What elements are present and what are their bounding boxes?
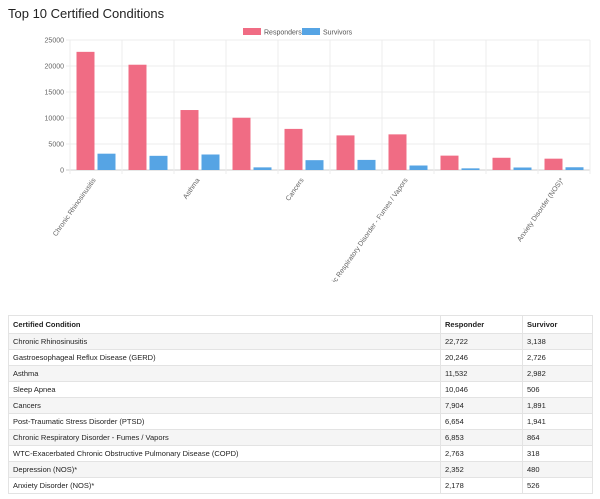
responders-bar[interactable]	[232, 117, 251, 170]
condition-cell: Depression (NOS)*	[8, 461, 441, 478]
header-responder: Responder	[440, 315, 523, 334]
survivor-cell: 864	[522, 429, 593, 446]
responders-bar[interactable]	[76, 51, 95, 171]
survivors-bar[interactable]	[201, 154, 220, 170]
survivors-bar[interactable]	[305, 160, 324, 170]
responder-cell: 6,654	[440, 413, 523, 430]
responder-cell: 6,853	[440, 429, 523, 446]
survivors-bar[interactable]	[149, 155, 168, 170]
table-row: Gastroesophageal Reflux Disease (GERD) 2…	[8, 349, 593, 366]
condition-cell: Chronic Rhinosinusitis	[8, 333, 441, 350]
survivor-cell: 526	[522, 477, 593, 494]
y-tick-label: 25000	[45, 38, 65, 45]
responder-cell: 22,722	[440, 333, 523, 350]
responder-cell: 11,532	[440, 365, 523, 382]
x-tick-label: Chronic Rhinosinusitis	[52, 177, 98, 238]
responder-cell: 7,904	[440, 397, 523, 414]
responder-cell: 2,763	[440, 445, 523, 462]
table-row: Depression (NOS)* 2,352 480	[8, 461, 593, 478]
responders-bar[interactable]	[388, 134, 407, 170]
table-row: WTC-Exacerbated Chronic Obstructive Pulm…	[8, 445, 593, 462]
y-axis: 0 5000 10000 15000 20000 25000	[45, 38, 65, 175]
table-row: Chronic Respiratory Disorder - Fumes / V…	[8, 429, 593, 446]
responders-bar[interactable]	[128, 64, 147, 170]
responders-bar[interactable]	[180, 110, 199, 170]
conditions-table: Certified Condition Responder Survivor C…	[8, 315, 593, 494]
survivor-cell: 1,891	[522, 397, 593, 414]
x-axis: Chronic Rhinosinusitis Asthma Cancers Chron…	[52, 177, 566, 282]
legend-swatch-responders	[243, 28, 261, 35]
survivors-bar[interactable]	[253, 167, 272, 170]
responders-bar[interactable]	[284, 128, 303, 170]
condition-cell: Anxiety Disorder (NOS)*	[8, 477, 441, 494]
table-row: Cancers 7,904 1,891	[8, 397, 593, 414]
chart-svg: Responders Survivors 0 5000 10000 15000 2000…	[45, 28, 591, 282]
table-row: Asthma 11,532 2,982	[8, 365, 593, 382]
grid-lines	[66, 39, 591, 174]
y-tick-label: 20000	[45, 64, 65, 71]
x-tick-label: Anxiety Disorder (NOS)*	[516, 177, 565, 243]
responders-bar[interactable]	[492, 157, 511, 170]
x-tick-label: Chronic Respiratory Disorder - Fumes / V…	[321, 177, 410, 282]
table-row: Sleep Apnea 10,046 506	[8, 381, 593, 398]
responder-cell: 2,178	[440, 477, 523, 494]
responder-cell: 10,046	[440, 381, 523, 398]
survivors-bar[interactable]	[565, 167, 584, 170]
legend-swatch-survivors	[302, 28, 320, 35]
condition-cell: Post-Traumatic Stress Disorder (PTSD)	[8, 413, 441, 430]
survivor-cell: 1,941	[522, 413, 593, 430]
responder-cell: 20,246	[440, 349, 523, 366]
survivor-cell: 480	[522, 461, 593, 478]
survivor-cell: 318	[522, 445, 593, 462]
survivors-bar[interactable]	[461, 168, 480, 170]
table-row: Chronic Rhinosinusitis 22,722 3,138	[8, 333, 593, 350]
condition-cell: Sleep Apnea	[8, 381, 441, 398]
y-tick-label: 10000	[45, 116, 65, 123]
responder-cell: 2,352	[440, 461, 523, 478]
chart-legend[interactable]: Responders Survivors	[243, 28, 353, 37]
survivors-bar[interactable]	[97, 153, 116, 170]
conditions-table-container: Certified Condition Responder Survivor C…	[8, 315, 593, 494]
survivor-cell: 506	[522, 381, 593, 398]
responders-bar[interactable]	[440, 155, 459, 170]
legend-label-responders: Responders	[264, 30, 302, 37]
page-title: Top 10 Certified Conditions	[8, 6, 165, 21]
survivors-bar[interactable]	[357, 159, 376, 170]
survivors-bar[interactable]	[513, 167, 532, 170]
table-header-row: Certified Condition Responder Survivor	[8, 315, 593, 334]
condition-cell: Cancers	[8, 397, 441, 414]
table-row: Post-Traumatic Stress Disorder (PTSD) 6,…	[8, 413, 593, 430]
y-tick-label: 15000	[45, 90, 65, 97]
legend-label-survivors: Survivors	[323, 30, 353, 37]
condition-cell: Asthma	[8, 365, 441, 382]
bars	[76, 51, 584, 171]
header-survivor: Survivor	[522, 315, 593, 334]
table-row: Anxiety Disorder (NOS)* 2,178 526	[8, 477, 593, 494]
condition-cell: Chronic Respiratory Disorder - Fumes / V…	[8, 429, 441, 446]
survivors-bar[interactable]	[409, 165, 428, 170]
responders-bar[interactable]	[544, 158, 563, 170]
bar-chart: Responders Survivors 0 5000 10000 15000 2000…	[0, 22, 600, 282]
survivor-cell: 2,726	[522, 349, 593, 366]
x-tick-label: Cancers	[285, 177, 306, 203]
x-tick-label: Asthma	[182, 177, 201, 201]
responders-bar[interactable]	[336, 135, 355, 170]
condition-cell: WTC-Exacerbated Chronic Obstructive Pulm…	[8, 445, 441, 462]
y-tick-label: 0	[60, 168, 64, 175]
survivor-cell: 2,982	[522, 365, 593, 382]
y-tick-label: 5000	[48, 142, 64, 149]
header-certified-condition: Certified Condition	[8, 315, 441, 334]
condition-cell: Gastroesophageal Reflux Disease (GERD)	[8, 349, 441, 366]
survivor-cell: 3,138	[522, 333, 593, 350]
